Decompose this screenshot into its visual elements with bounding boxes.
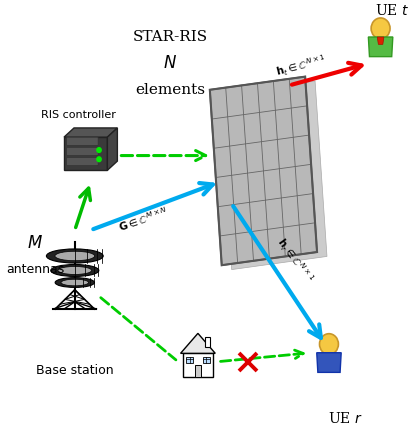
Polygon shape — [316, 353, 340, 372]
Text: Base station: Base station — [36, 364, 113, 377]
Polygon shape — [64, 137, 107, 170]
FancyBboxPatch shape — [66, 157, 98, 166]
Text: UE $r$: UE $r$ — [327, 411, 361, 426]
Polygon shape — [219, 81, 326, 270]
Bar — [183, 353, 213, 377]
Bar — [186, 357, 192, 363]
Text: elements: elements — [135, 83, 204, 97]
Polygon shape — [368, 37, 392, 57]
Bar — [202, 357, 209, 363]
Ellipse shape — [55, 278, 94, 287]
Text: UE $t$: UE $t$ — [375, 4, 408, 19]
Text: RIS controller: RIS controller — [41, 110, 116, 121]
Polygon shape — [180, 333, 215, 353]
Ellipse shape — [61, 279, 88, 286]
Text: $\mathbf{h}_r \in \mathbb{C}^{N\times 1}$: $\mathbf{h}_r \in \mathbb{C}^{N\times 1}… — [272, 235, 315, 286]
Ellipse shape — [51, 264, 99, 276]
Ellipse shape — [55, 251, 95, 261]
Polygon shape — [107, 128, 117, 170]
Bar — [194, 365, 201, 377]
Text: $N$: $N$ — [163, 55, 177, 72]
FancyBboxPatch shape — [66, 147, 98, 156]
Polygon shape — [209, 76, 316, 265]
Polygon shape — [64, 128, 117, 137]
Ellipse shape — [46, 249, 103, 263]
Text: $\mathbf{G} \in \mathbb{C}^{M\times N}$: $\mathbf{G} \in \mathbb{C}^{M\times N}$ — [116, 204, 170, 234]
Text: STAR-RIS: STAR-RIS — [132, 30, 207, 44]
Text: antennas: antennas — [6, 263, 64, 276]
Text: $\mathbf{h}_t \in \mathbb{C}^{N\times 1}$: $\mathbf{h}_t \in \mathbb{C}^{N\times 1}… — [273, 52, 328, 80]
Polygon shape — [376, 37, 383, 44]
Text: $M$: $M$ — [27, 235, 43, 252]
Ellipse shape — [58, 267, 91, 274]
Circle shape — [97, 148, 101, 152]
Circle shape — [319, 334, 337, 354]
FancyBboxPatch shape — [66, 137, 98, 145]
Circle shape — [370, 18, 389, 39]
Circle shape — [97, 157, 101, 162]
Bar — [205, 337, 209, 347]
